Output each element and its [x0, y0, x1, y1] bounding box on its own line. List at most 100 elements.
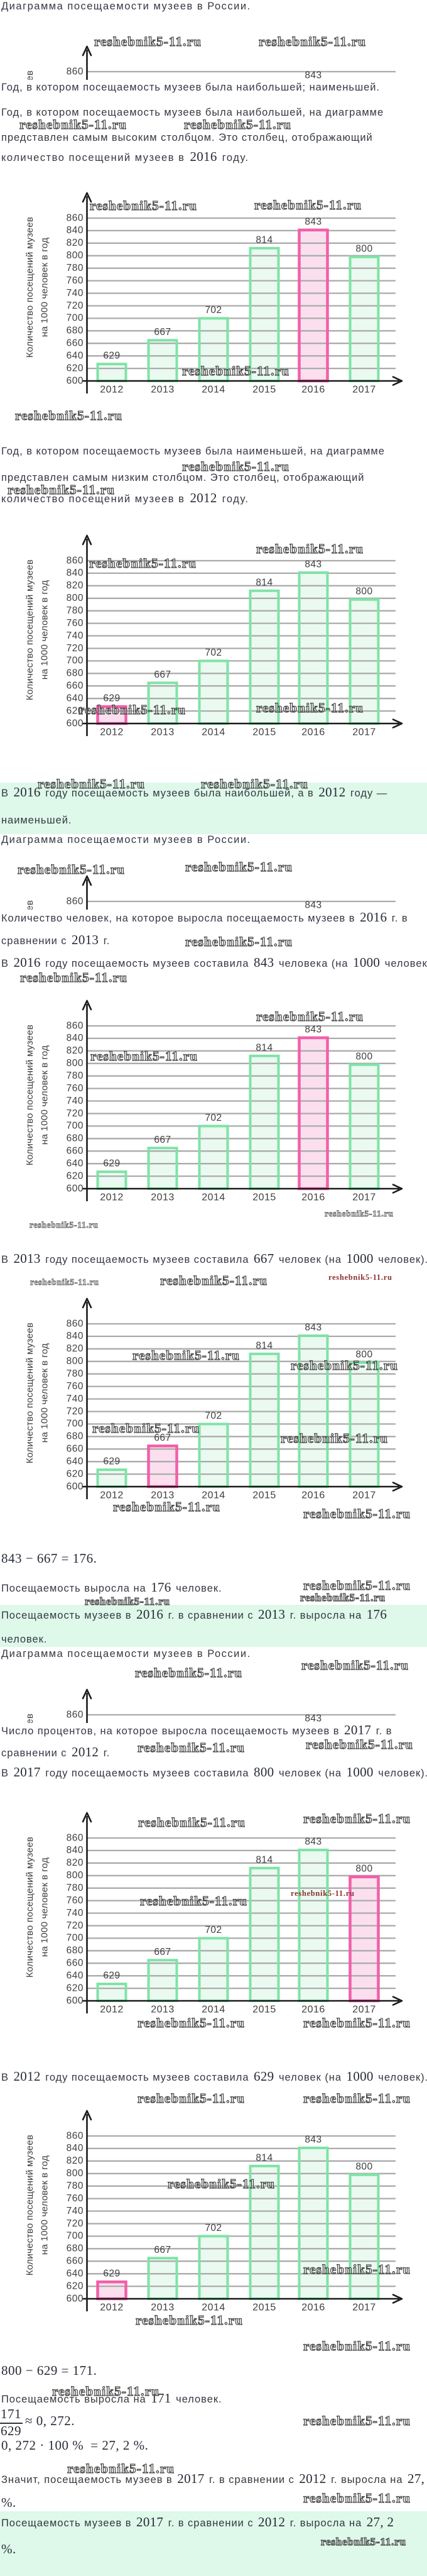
svg-text:629: 629 [103, 1159, 120, 1169]
svg-text:629: 629 [103, 1971, 120, 1981]
svg-text:860: 860 [67, 1709, 84, 1720]
svg-text:843: 843 [305, 1836, 322, 1847]
svg-text:2014: 2014 [202, 1192, 225, 1203]
svg-text:660: 660 [67, 1146, 84, 1157]
svg-text:2015: 2015 [252, 1490, 276, 1501]
svg-text:667: 667 [154, 669, 171, 680]
svg-text:820: 820 [67, 238, 84, 248]
svg-text:на 1000 человек в год: на 1000 человек в год [40, 1343, 50, 1443]
svg-text:840: 840 [67, 79, 84, 80]
svg-text:2012: 2012 [100, 1192, 124, 1203]
svg-text:на 1000 человек в год: на 1000 человек в год [40, 238, 50, 337]
svg-text:629: 629 [103, 693, 120, 704]
svg-text:2016: 2016 [301, 727, 325, 738]
svg-text:800: 800 [355, 2161, 372, 2172]
svg-text:667: 667 [154, 1135, 171, 1145]
svg-text:640: 640 [67, 693, 84, 704]
svg-text:814: 814 [256, 2152, 273, 2163]
svg-text:800: 800 [67, 250, 84, 261]
svg-text:2015: 2015 [252, 385, 276, 395]
svg-text:на 1000 человек в год: на 1000 человек в год [40, 1045, 50, 1145]
svg-text:800: 800 [67, 593, 84, 603]
svg-text:820: 820 [67, 1858, 84, 1868]
svg-text:760: 760 [67, 275, 84, 286]
svg-text:620: 620 [67, 1468, 84, 1479]
svg-text:860: 860 [67, 66, 84, 77]
svg-text:на 1000 человек в год: на 1000 человек в год [40, 580, 50, 680]
svg-text:2016: 2016 [301, 1192, 325, 1203]
svg-text:700: 700 [67, 1121, 84, 1131]
svg-text:Количество посещений музеев: Количество посещений музеев [24, 1837, 35, 1978]
svg-text:843: 843 [305, 2134, 322, 2145]
svg-text:780: 780 [67, 263, 84, 273]
svg-text:2014: 2014 [202, 727, 225, 738]
svg-text:2017: 2017 [352, 1192, 376, 1203]
svg-text:814: 814 [256, 1854, 273, 1865]
svg-text:640: 640 [67, 351, 84, 361]
svg-text:740: 740 [67, 2206, 84, 2216]
svg-text:640: 640 [67, 1971, 84, 1981]
svg-text:740: 740 [67, 1394, 84, 1404]
svg-text:800: 800 [355, 586, 372, 597]
svg-text:700: 700 [67, 1419, 84, 1429]
svg-text:на 1000 человек в год: на 1000 человек в год [40, 1858, 50, 1957]
svg-text:760: 760 [67, 2193, 84, 2204]
svg-text:814: 814 [256, 1042, 273, 1053]
svg-text:600: 600 [67, 1183, 84, 1194]
svg-text:800: 800 [67, 2168, 84, 2179]
svg-text:620: 620 [67, 363, 84, 373]
svg-text:Количество посещений музеев: Количество посещений музеев [24, 1323, 35, 1463]
svg-text:840: 840 [67, 1033, 84, 1043]
svg-text:702: 702 [205, 305, 222, 316]
svg-text:Количество посещений музеев: Количество посещений музеев [24, 2135, 35, 2276]
svg-text:2012: 2012 [100, 727, 124, 738]
svg-text:820: 820 [67, 1343, 84, 1354]
svg-text:2015: 2015 [252, 2005, 276, 2015]
svg-text:800: 800 [67, 1870, 84, 1881]
svg-text:840: 840 [67, 1331, 84, 1341]
svg-text:640: 640 [67, 1159, 84, 1169]
svg-text:840: 840 [67, 908, 84, 910]
svg-text:843: 843 [305, 559, 322, 570]
svg-text:Количество посещений музеев: Количество посещений музеев [24, 559, 35, 700]
svg-text:2014: 2014 [202, 385, 225, 395]
svg-text:620: 620 [67, 705, 84, 716]
svg-text:667: 667 [154, 2245, 171, 2255]
svg-text:702: 702 [205, 1925, 222, 1935]
svg-text:843: 843 [305, 1713, 322, 1723]
svg-text:667: 667 [154, 1433, 171, 1443]
svg-text:680: 680 [67, 1133, 84, 1144]
svg-text:843: 843 [305, 1322, 322, 1333]
svg-text:843: 843 [305, 1024, 322, 1035]
svg-text:660: 660 [67, 681, 84, 691]
svg-text:720: 720 [67, 1406, 84, 1417]
svg-text:680: 680 [67, 1431, 84, 1442]
svg-text:660: 660 [67, 2256, 84, 2267]
svg-text:860: 860 [67, 212, 84, 223]
svg-text:629: 629 [103, 351, 120, 361]
svg-text:800: 800 [355, 1863, 372, 1874]
svg-text:840: 840 [67, 2143, 84, 2154]
svg-text:814: 814 [256, 577, 273, 588]
svg-text:640: 640 [67, 2269, 84, 2279]
svg-text:840: 840 [67, 568, 84, 578]
svg-text:780: 780 [67, 1883, 84, 1893]
svg-text:800: 800 [355, 1051, 372, 1062]
svg-text:2014: 2014 [202, 2303, 225, 2313]
svg-text:680: 680 [67, 2243, 84, 2254]
svg-text:843: 843 [305, 216, 322, 227]
svg-text:700: 700 [67, 313, 84, 324]
svg-text:629: 629 [103, 1456, 120, 1467]
svg-text:600: 600 [67, 718, 84, 729]
svg-text:780: 780 [67, 2181, 84, 2191]
svg-text:760: 760 [67, 1895, 84, 1906]
svg-text:2012: 2012 [100, 385, 124, 395]
svg-text:840: 840 [67, 1722, 84, 1723]
svg-text:720: 720 [67, 643, 84, 654]
svg-text:2013: 2013 [151, 1192, 175, 1203]
svg-text:620: 620 [67, 2281, 84, 2291]
svg-text:860: 860 [67, 1832, 84, 1843]
svg-text:620: 620 [67, 1170, 84, 1181]
svg-text:740: 740 [67, 1096, 84, 1106]
svg-text:2013: 2013 [151, 2303, 175, 2313]
